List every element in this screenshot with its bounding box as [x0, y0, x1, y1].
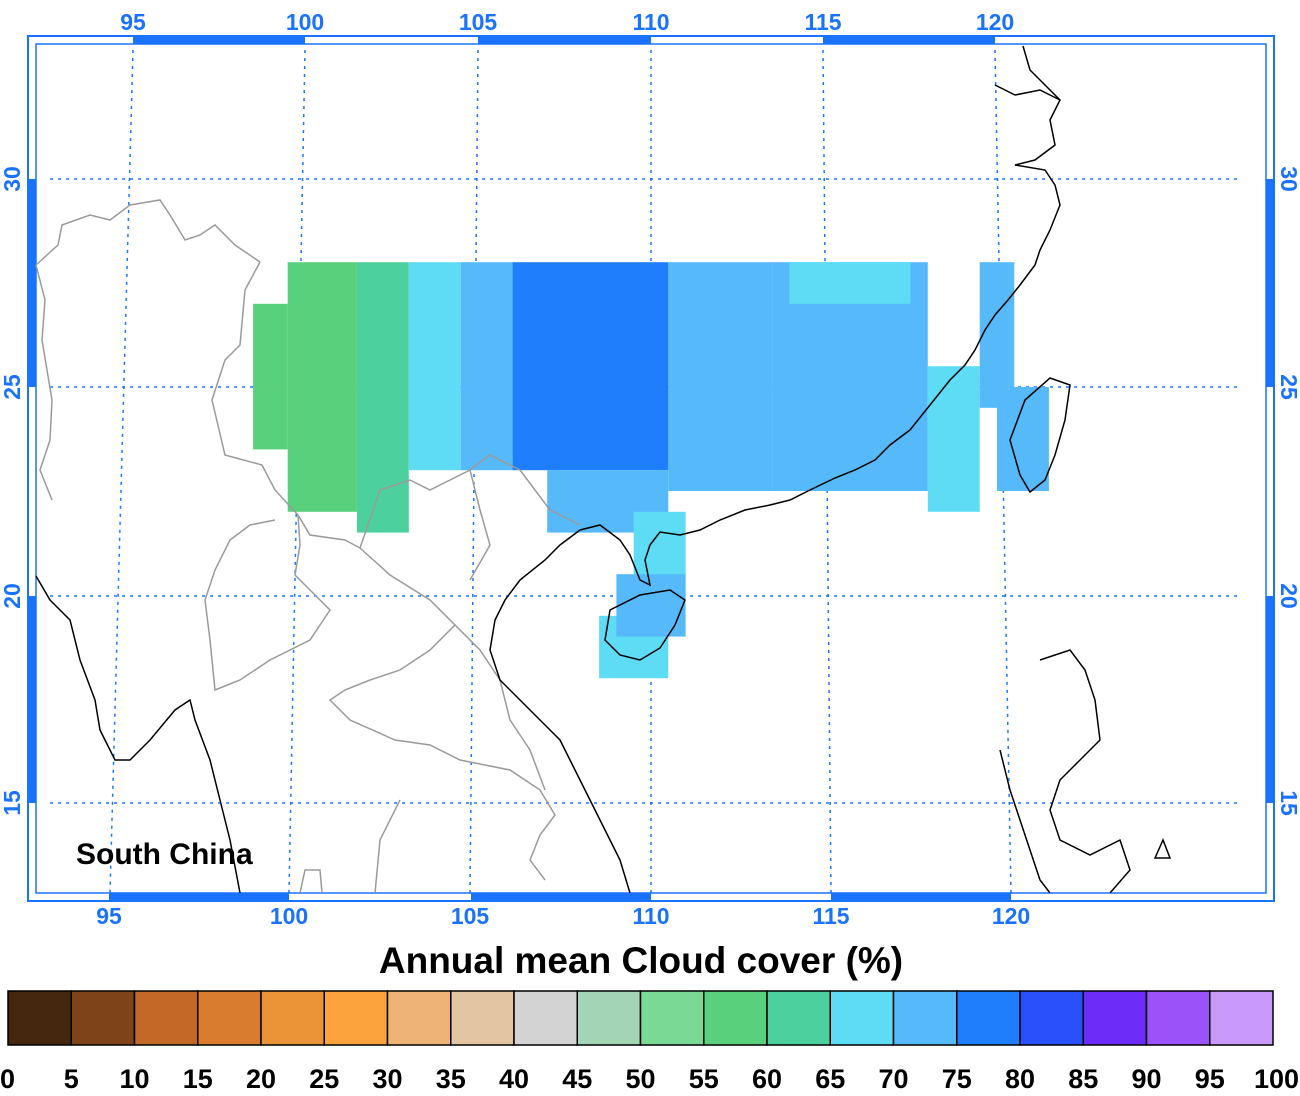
bottom-lon-label: 120 [992, 903, 1030, 929]
bottom-lon-labels: 95 100 105 110 115 120 [96, 903, 1030, 929]
heatmap-cell [512, 262, 669, 471]
colorbar-swatch [197, 990, 262, 1046]
colorbar-swatch [639, 990, 705, 1046]
right-lat-labels: 30 25 20 15 [1276, 166, 1300, 816]
colorbar-label: 80 [1005, 1064, 1035, 1094]
colorbar-swatch [703, 990, 768, 1046]
colorbar-swatch [1019, 990, 1084, 1046]
colorbar-label: 75 [942, 1064, 972, 1094]
map-frame [27, 35, 1275, 902]
colorbar-label: 55 [689, 1064, 719, 1094]
heatmap-cell [789, 262, 911, 304]
colorbar-swatch [1209, 990, 1274, 1046]
heatmap-cell [253, 303, 288, 450]
colorbar-label: 20 [246, 1064, 276, 1094]
colorbar-label: 15 [183, 1064, 213, 1094]
left-lat-label: 25 [0, 374, 25, 400]
colorbar-label: 45 [562, 1064, 592, 1094]
heatmap-cell [927, 366, 980, 512]
axis-bars [28, 36, 1274, 901]
bottom-lon-label: 105 [451, 903, 490, 929]
top-lon-label: 110 [632, 9, 669, 35]
colorbar-swatch [1082, 990, 1148, 1046]
heatmap-cells [253, 262, 1049, 679]
heatmap-cell [616, 574, 686, 637]
region-label: South China [76, 838, 253, 871]
top-lon-label: 100 [286, 9, 324, 35]
heatmap-cell [287, 262, 357, 512]
colorbar-label: 100 [1254, 1064, 1299, 1094]
colorbar-label: 60 [752, 1064, 782, 1094]
top-lon-label: 115 [804, 9, 841, 35]
colorbar-label: 70 [878, 1064, 908, 1094]
colorbar-swatch [70, 990, 136, 1046]
colorbar-swatch [766, 990, 831, 1046]
left-lat-label: 20 [0, 583, 25, 609]
left-lat-label: 15 [0, 790, 25, 816]
top-lon-label: 95 [120, 9, 146, 35]
left-lat-labels: 30 25 20 15 [0, 166, 25, 816]
bottom-lon-label: 100 [270, 903, 308, 929]
right-lat-label: 15 [1276, 790, 1300, 816]
colorbar-swatch [956, 990, 1021, 1046]
colorbar-label: 35 [436, 1064, 466, 1094]
bottom-lon-label: 115 [812, 903, 849, 929]
left-lat-label: 30 [0, 166, 25, 192]
colorbar-swatch [260, 990, 325, 1046]
heatmap-cell [979, 262, 1015, 408]
map-title: Annual mean Cloud cover (%) [379, 940, 903, 981]
colorbar-swatch [133, 990, 199, 1046]
coastlines [35, 45, 1172, 894]
colorbar-label: 5 [64, 1064, 79, 1094]
bottom-lon-label: 95 [96, 903, 122, 929]
bottom-lon-label: 110 [632, 903, 669, 929]
heatmap-cell [356, 262, 409, 533]
right-lat-label: 25 [1276, 374, 1300, 400]
colorbar-labels: 0 5 10 15 20 25 30 35 40 45 50 55 60 65 70 75 80 85 90 95 10… [0, 1064, 1299, 1094]
colorbar-label: 40 [499, 1064, 529, 1094]
colorbar-label: 25 [309, 1064, 339, 1094]
colorbar-swatch [1145, 990, 1211, 1046]
colorbar-label: 50 [625, 1064, 655, 1094]
country-borders [35, 199, 581, 894]
colorbar [7, 990, 1274, 1046]
colorbar-label: 30 [372, 1064, 402, 1094]
right-lat-label: 20 [1276, 583, 1300, 609]
colorbar-swatch [829, 990, 895, 1046]
colorbar-swatch [323, 990, 389, 1046]
colorbar-label: 65 [815, 1064, 845, 1094]
colorbar-label: 10 [119, 1064, 149, 1094]
top-lon-label: 120 [976, 9, 1014, 35]
right-lat-label: 30 [1276, 166, 1300, 192]
heatmap-cell [408, 262, 461, 471]
colorbar-swatch [450, 990, 515, 1046]
colorbar-swatch [513, 990, 578, 1046]
colorbar-swatch [386, 990, 452, 1046]
heatmap-cell [997, 387, 1049, 491]
top-lon-labels: 95 100 105 110 115 120 [120, 9, 1014, 35]
colorbar-label: 95 [1195, 1064, 1225, 1094]
heatmap-cell [668, 262, 773, 491]
heatmap-cell [460, 262, 513, 471]
colorbar-swatch [892, 990, 958, 1046]
colorbar-label: 0 [0, 1064, 15, 1094]
top-lon-label: 105 [459, 9, 498, 35]
colorbar-swatch [576, 990, 642, 1046]
colorbar-label: 90 [1131, 1064, 1161, 1094]
colorbar-swatch [7, 990, 72, 1046]
colorbar-label: 85 [1068, 1064, 1098, 1094]
